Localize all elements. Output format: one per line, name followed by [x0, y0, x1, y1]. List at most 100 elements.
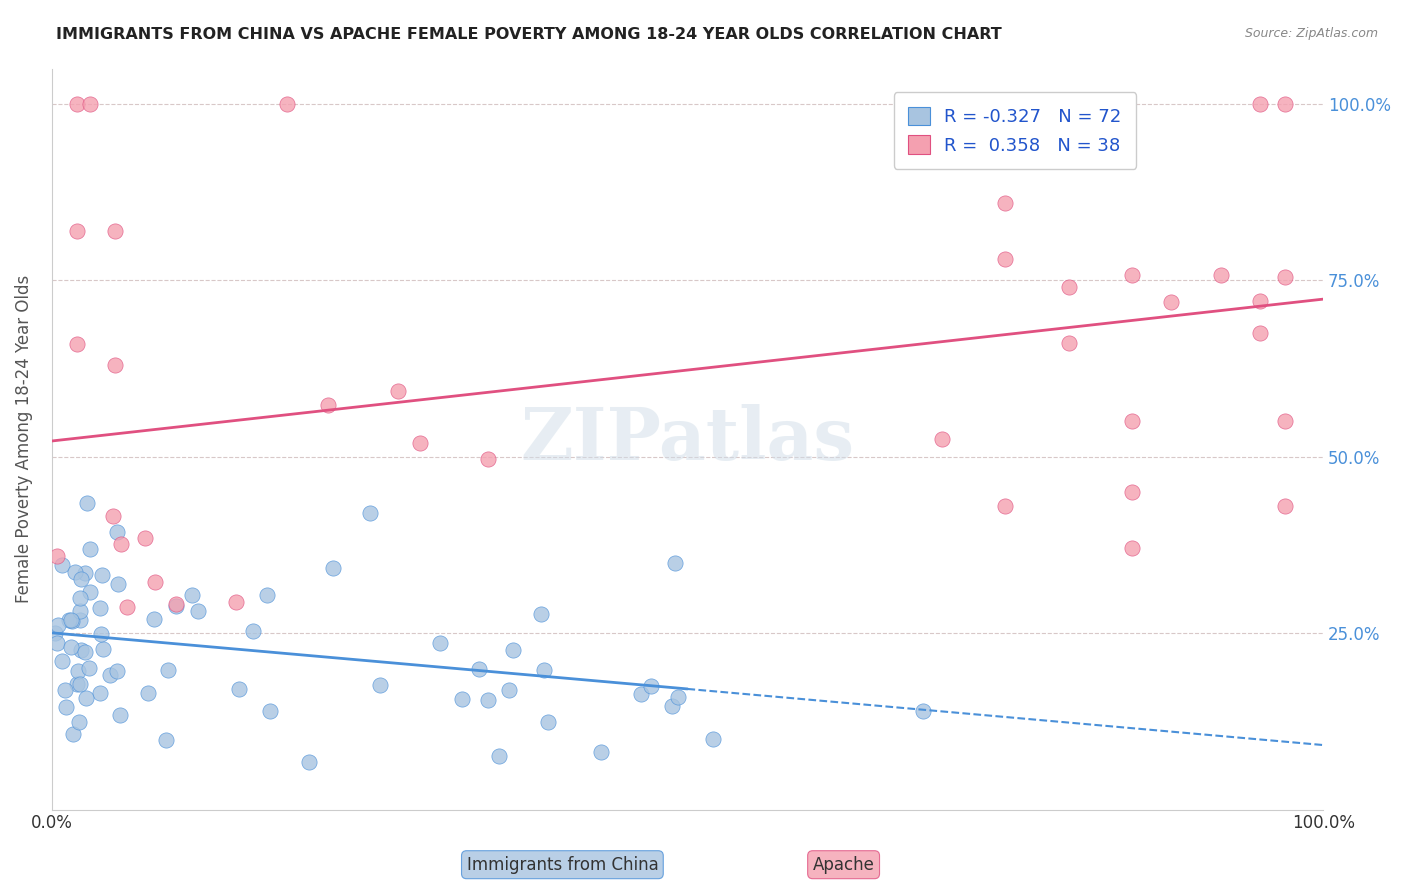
Point	[994, 499, 1017, 513]
Point	[359, 506, 381, 520]
Point	[1274, 414, 1296, 428]
Point	[409, 436, 432, 450]
Point	[44, 625, 66, 640]
Point	[60, 613, 83, 627]
Point	[79, 584, 101, 599]
Point	[429, 636, 451, 650]
Point	[165, 597, 187, 611]
Point	[533, 663, 555, 677]
Point	[53, 683, 76, 698]
Point	[911, 704, 934, 718]
Point	[105, 524, 128, 539]
Point	[69, 591, 91, 606]
Point	[931, 432, 953, 446]
Point	[468, 663, 491, 677]
Point	[1057, 280, 1080, 294]
Point	[69, 572, 91, 586]
Legend: R = -0.327   N = 72, R =  0.358   N = 38: R = -0.327 N = 72, R = 0.358 N = 38	[894, 93, 1136, 169]
Point	[1121, 268, 1143, 282]
Point	[66, 96, 89, 111]
Point	[104, 224, 127, 238]
Point	[59, 640, 82, 655]
Text: Immigrants from China: Immigrants from China	[467, 855, 658, 873]
Point	[640, 679, 662, 693]
Point	[589, 744, 612, 758]
Point	[1274, 499, 1296, 513]
Point	[79, 542, 101, 557]
Point	[242, 624, 264, 638]
Text: IMMIGRANTS FROM CHINA VS APACHE FEMALE POVERTY AMONG 18-24 YEAR OLDS CORRELATION: IMMIGRANTS FROM CHINA VS APACHE FEMALE P…	[56, 27, 1002, 42]
Point	[187, 604, 209, 618]
Text: ZIPatlas: ZIPatlas	[520, 403, 855, 475]
Point	[1057, 336, 1080, 351]
Point	[488, 748, 510, 763]
Point	[63, 566, 86, 580]
Point	[75, 691, 97, 706]
Point	[66, 677, 89, 691]
Point	[55, 700, 77, 714]
Point	[143, 574, 166, 589]
Point	[110, 537, 132, 551]
Point	[104, 358, 127, 372]
Point	[69, 676, 91, 690]
Point	[136, 686, 159, 700]
Point	[75, 566, 97, 581]
Point	[60, 614, 83, 628]
Point	[664, 556, 686, 570]
Point	[76, 495, 98, 509]
Point	[91, 641, 114, 656]
Point	[69, 604, 91, 618]
Point	[66, 336, 89, 351]
Point	[318, 399, 340, 413]
Point	[630, 687, 652, 701]
Point	[1249, 96, 1271, 111]
Text: Apache: Apache	[813, 855, 875, 873]
Point	[157, 663, 180, 677]
Point	[66, 224, 89, 238]
Point	[498, 682, 520, 697]
Point	[322, 561, 344, 575]
Point	[530, 607, 553, 622]
Point	[51, 558, 73, 573]
Point	[62, 727, 84, 741]
Point	[1249, 326, 1271, 340]
Point	[1211, 268, 1233, 282]
Point	[702, 731, 724, 746]
Point	[67, 714, 90, 729]
Point	[661, 699, 683, 714]
Point	[1274, 96, 1296, 111]
Point	[143, 612, 166, 626]
Point	[1121, 541, 1143, 556]
Point	[298, 755, 321, 769]
Point	[1121, 414, 1143, 428]
Text: Source: ZipAtlas.com: Source: ZipAtlas.com	[1244, 27, 1378, 40]
Point	[101, 508, 124, 523]
Point	[115, 599, 138, 614]
Point	[502, 643, 524, 657]
Point	[259, 704, 281, 718]
Point	[181, 589, 204, 603]
Point	[228, 682, 250, 697]
Point	[1274, 270, 1296, 285]
Point	[370, 678, 392, 692]
Point	[134, 531, 156, 545]
Point	[100, 668, 122, 682]
Point	[90, 627, 112, 641]
Point	[77, 660, 100, 674]
Point	[70, 643, 93, 657]
Point	[666, 690, 689, 704]
Point	[165, 599, 187, 613]
Point	[256, 588, 278, 602]
Point	[91, 568, 114, 582]
Point	[46, 618, 69, 632]
Point	[994, 252, 1017, 266]
Point	[477, 693, 499, 707]
Point	[89, 685, 111, 699]
Point	[45, 636, 67, 650]
Point	[994, 195, 1017, 210]
Point	[89, 601, 111, 615]
Point	[537, 715, 560, 730]
Point	[1249, 294, 1271, 309]
Point	[450, 692, 472, 706]
Y-axis label: Female Poverty Among 18-24 Year Olds: Female Poverty Among 18-24 Year Olds	[15, 275, 32, 603]
